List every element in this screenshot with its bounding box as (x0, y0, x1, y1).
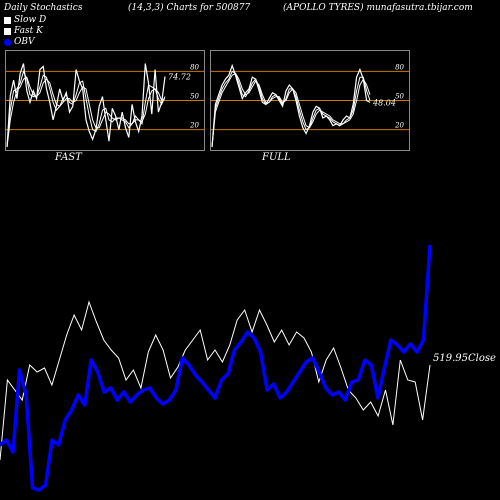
legend-item-obv: OBV (4, 37, 35, 47)
fast-value-label: 74.72 (168, 73, 191, 82)
legend-swatch-slow-d (4, 16, 11, 24)
full-series-2 (211, 72, 371, 148)
full-ytick: 20 (394, 122, 404, 130)
fast-ytick: 80 (190, 63, 199, 71)
legend-swatch-fast-k (4, 27, 11, 35)
close-label: 519.95Close (433, 353, 496, 364)
full-ytick: 80 (395, 63, 404, 71)
fast-series-0 (6, 63, 166, 148)
close-price-line (0, 300, 431, 461)
fast-panel-label: FAST (55, 152, 82, 163)
fast-ytick: 50 (190, 93, 199, 101)
fast-ytick: 20 (189, 122, 199, 130)
legend-item-slow-d: Slow D (4, 15, 46, 25)
chart-title: Daily Stochastics (4, 3, 83, 13)
full-value-label: 48.04 (372, 98, 396, 107)
legend-label-fast-k: Fast K (14, 26, 43, 36)
fast-series-2 (6, 76, 166, 148)
full-series-0 (211, 63, 371, 148)
full-ytick: 50 (395, 93, 404, 101)
fast-series-1 (6, 69, 166, 148)
full-panel-label: FULL (262, 152, 291, 163)
full-frame (210, 50, 410, 151)
legend-label-obv: OBV (14, 37, 35, 47)
legend-label-slow-d: Slow D (14, 15, 47, 25)
legend-item-fast-k: Fast K (4, 26, 43, 36)
fast-frame (5, 50, 205, 151)
full-series-1 (211, 70, 371, 148)
obv-line (0, 244, 432, 492)
chart-source: (APOLLO TYRES) munafasutra.tbijar.com (283, 3, 473, 13)
chart-subtitle: (14,3,3) Charts for 500877 (128, 3, 251, 13)
price-obv-chart: 519.95Close (0, 244, 496, 492)
full-stochastic-panel: 20 50 80 48.04 (210, 50, 410, 151)
fast-stochastic-panel: 20 50 80 74.72 (5, 50, 205, 151)
legend-swatch-obv (4, 38, 11, 46)
